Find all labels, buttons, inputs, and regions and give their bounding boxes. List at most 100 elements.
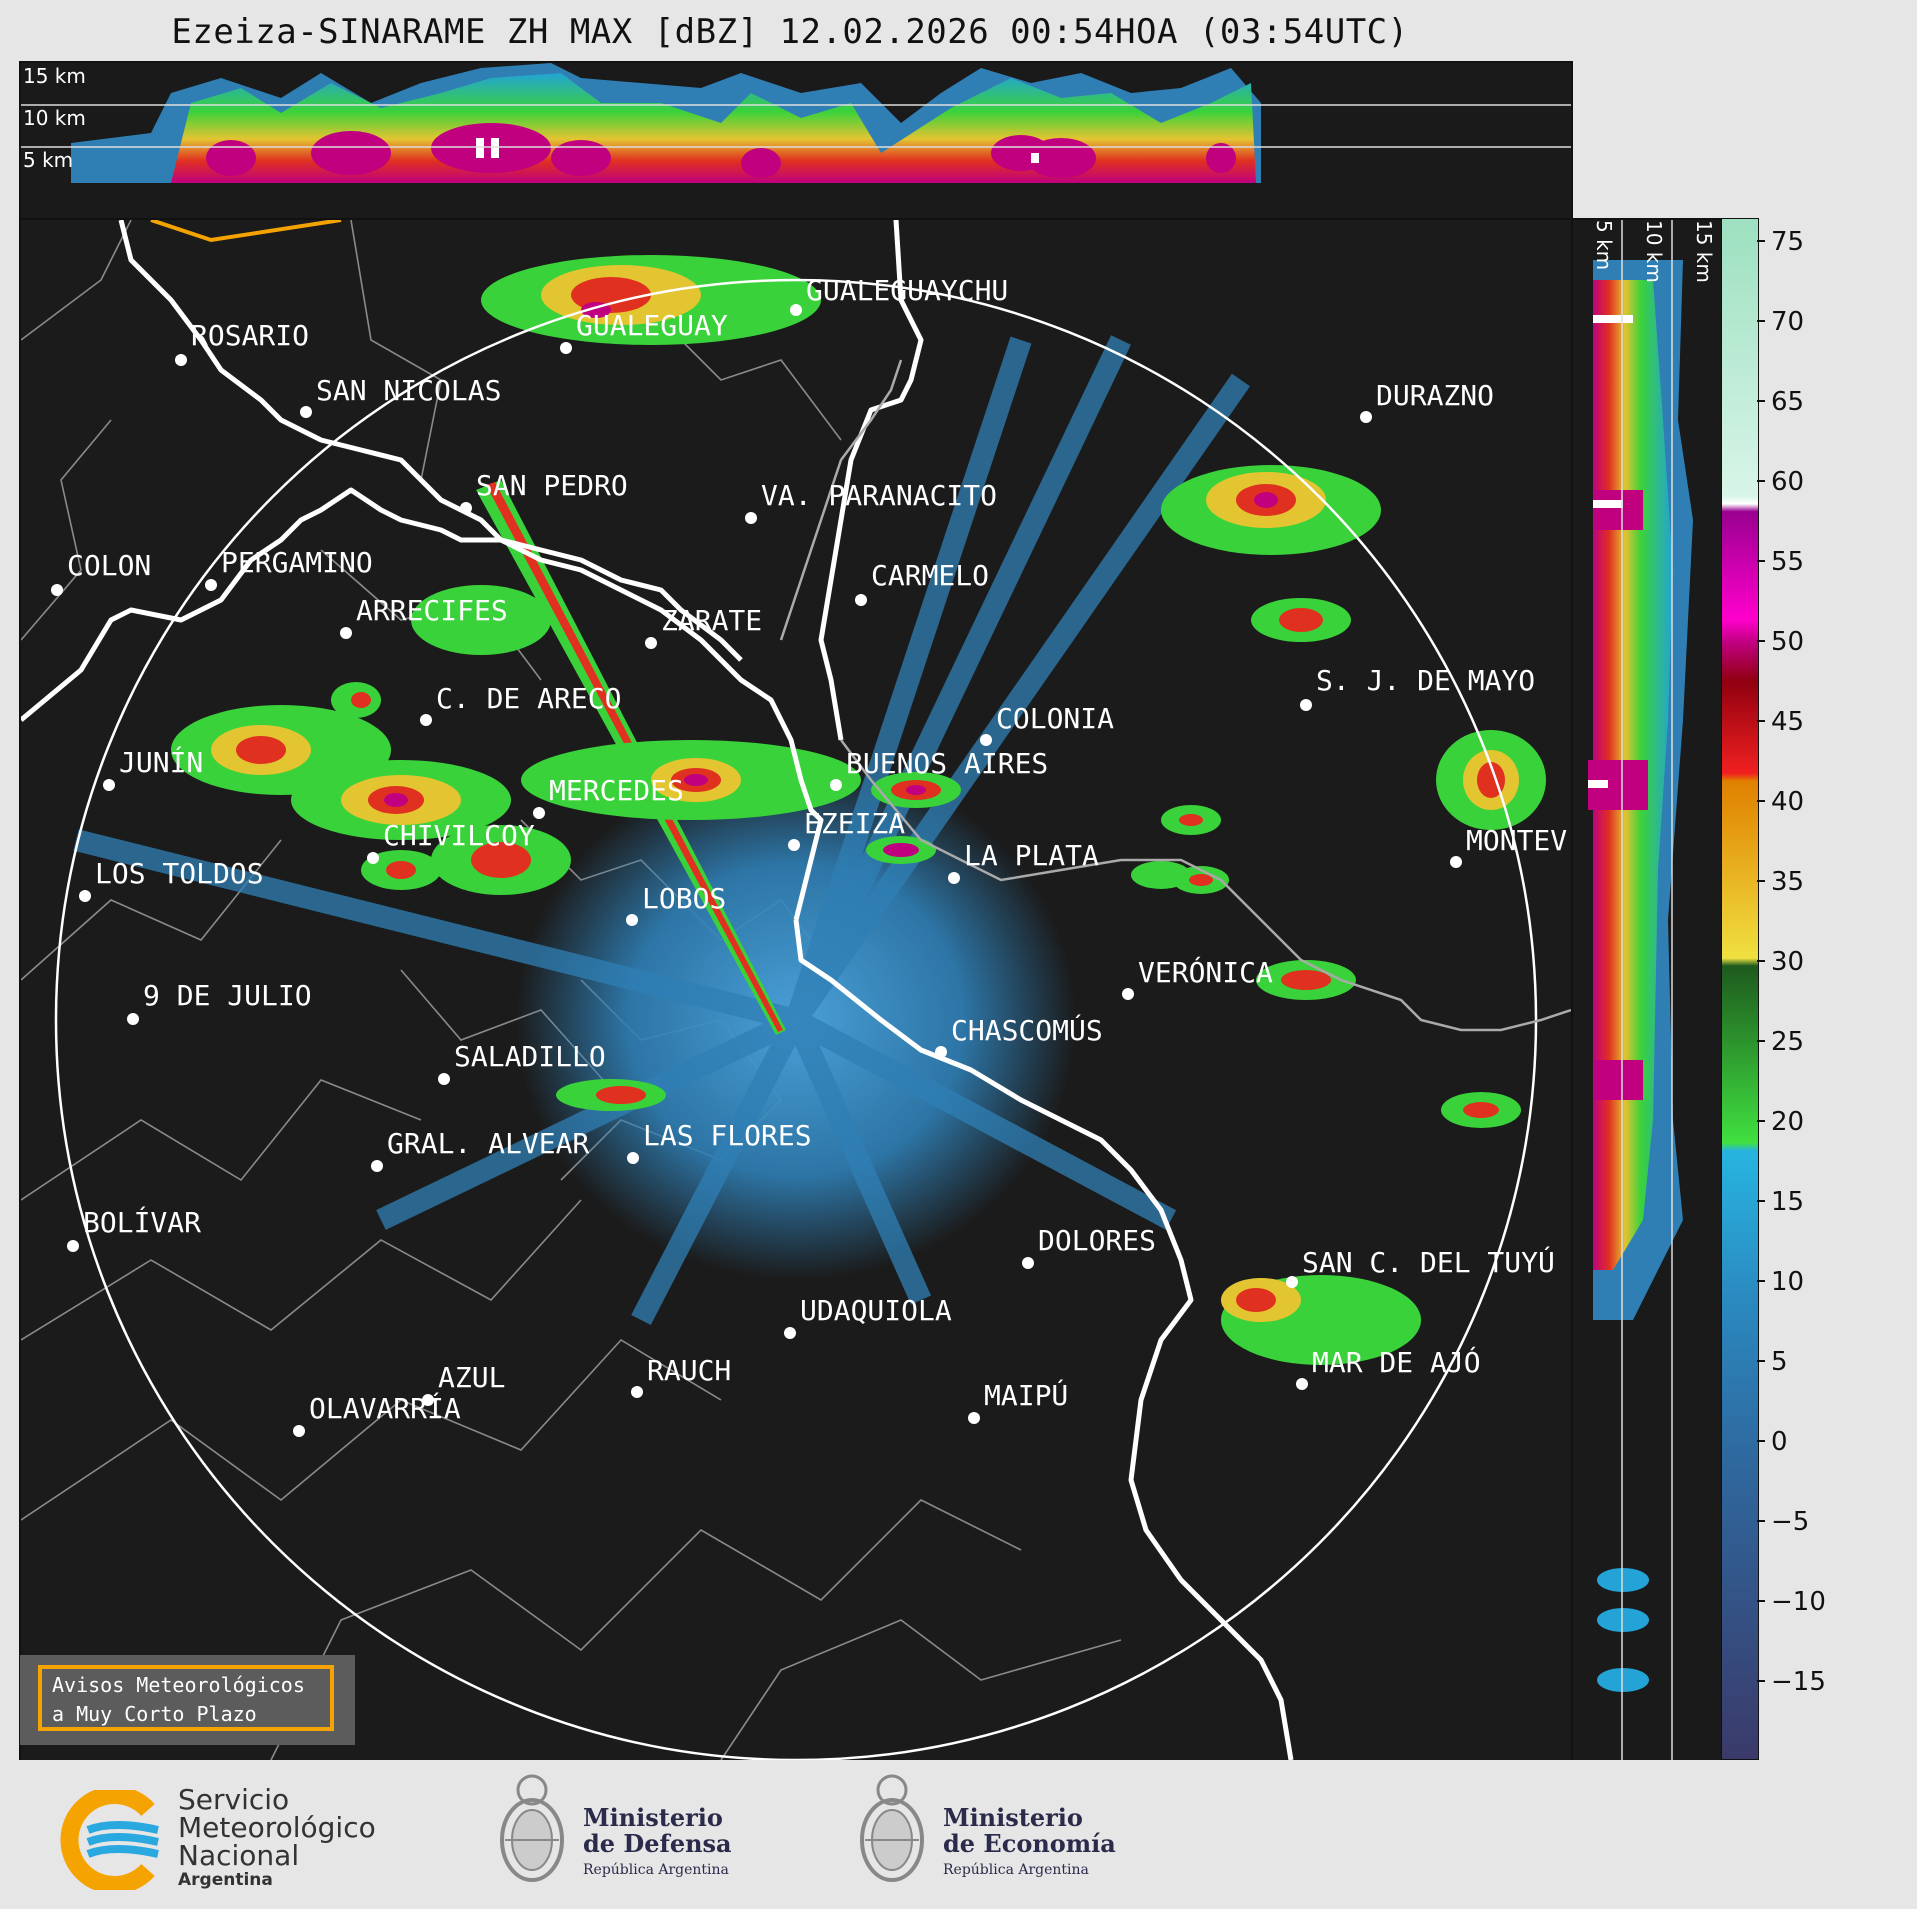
city-marker[interactable] <box>1360 411 1372 423</box>
city-marker[interactable] <box>460 502 472 514</box>
city-label: GUALEGUAY <box>576 309 728 342</box>
colorbar-tick-label: −5 <box>1771 1507 1809 1537</box>
defensa-line2: de Defensa <box>583 1829 732 1858</box>
city-marker[interactable] <box>788 839 800 851</box>
city-markers <box>51 304 1462 1437</box>
city-marker[interactable] <box>367 852 379 864</box>
city-marker[interactable] <box>79 890 91 902</box>
city-label: UDAQUIOLA <box>800 1294 952 1327</box>
city-label: RAUCH <box>647 1354 731 1387</box>
colorbar <box>1721 218 1759 1760</box>
city-marker[interactable] <box>968 1412 980 1424</box>
colorbar-tick-label: 0 <box>1771 1427 1788 1457</box>
city-marker[interactable] <box>626 914 638 926</box>
city-marker[interactable] <box>371 1160 383 1172</box>
river-outline <box>779 359 1571 1032</box>
defensa-line3: República Argentina <box>583 1862 729 1878</box>
avisos-box[interactable]: Avisos Meteorológicos a Muy Corto Plazo <box>20 1655 355 1745</box>
smn-line1: Servicio <box>178 1783 290 1816</box>
city-label: COLONIA <box>996 702 1114 735</box>
colorbar-tick-label: 45 <box>1771 707 1804 737</box>
city-label: SALADILLO <box>454 1040 606 1073</box>
city-marker[interactable] <box>980 734 992 746</box>
city-marker[interactable] <box>67 1240 79 1252</box>
colorbar-tick-label: −10 <box>1771 1587 1826 1617</box>
city-label: SAN C. DEL TUYÚ <box>1302 1245 1555 1279</box>
city-label: AZUL <box>438 1361 505 1394</box>
city-label: ARRECIFES <box>356 594 508 627</box>
city-marker[interactable] <box>790 304 802 316</box>
city-marker[interactable] <box>855 594 867 606</box>
top-label-15km: 15 km <box>23 64 86 88</box>
city-marker[interactable] <box>645 637 657 649</box>
city-marker[interactable] <box>935 1046 947 1058</box>
colorbar-tick-label: 35 <box>1771 867 1804 897</box>
radar-spokes <box>73 335 1251 1326</box>
city-marker[interactable] <box>560 342 572 354</box>
city-marker[interactable] <box>1286 1276 1298 1288</box>
city-marker[interactable] <box>631 1386 643 1398</box>
city-marker[interactable] <box>830 779 842 791</box>
city-marker[interactable] <box>784 1327 796 1339</box>
city-label: EZEIZA <box>804 807 905 840</box>
city-label: BUENOS AIRES <box>846 747 1048 780</box>
city-label: PERGAMINO <box>221 546 373 579</box>
city-label: CHIVILCOY <box>383 819 535 852</box>
city-label: JUNÍN <box>119 745 203 779</box>
smn-line4: Argentina <box>178 1870 273 1890</box>
radar-map[interactable]: ROSARIO GUALEGUAYCHU GUALEGUAY SAN NICOLAS D… <box>19 218 1573 1762</box>
city-label: DOLORES <box>1038 1224 1156 1257</box>
colorbar-tick-label: 10 <box>1771 1267 1804 1297</box>
storm-cells <box>171 255 1546 1365</box>
city-label: MERCEDES <box>549 774 684 807</box>
city-marker[interactable] <box>103 779 115 791</box>
city-label: GUALEGUAYCHU <box>806 274 1008 307</box>
colorbar-tick-label: 25 <box>1771 1027 1804 1057</box>
city-marker[interactable] <box>205 579 217 591</box>
city-label: LOS TOLDOS <box>95 857 264 890</box>
city-marker[interactable] <box>51 584 63 596</box>
city-marker[interactable] <box>1122 988 1134 1000</box>
avisos-line1: Avisos Meteorológicos <box>52 1673 305 1697</box>
city-marker[interactable] <box>1300 699 1312 711</box>
city-marker[interactable] <box>300 406 312 418</box>
side-label-10km: 10 km <box>1642 220 1666 283</box>
city-marker[interactable] <box>420 714 432 726</box>
city-marker[interactable] <box>340 627 352 639</box>
colorbar-tick-label: 30 <box>1771 947 1804 977</box>
city-marker[interactable] <box>1450 856 1462 868</box>
city-label: C. DE ARECO <box>436 682 621 715</box>
colorbar-tick-label: 40 <box>1771 787 1804 817</box>
colorbar-tick-label: −15 <box>1771 1667 1826 1697</box>
city-marker[interactable] <box>948 872 960 884</box>
avisos-frame[interactable]: Avisos Meteorológicos a Muy Corto Plazo <box>38 1665 334 1731</box>
city-label: S. J. DE MAYO <box>1316 664 1535 697</box>
defensa-line1: Ministerio <box>583 1803 723 1832</box>
city-label: COLON <box>67 549 151 582</box>
escudo-defensa-icon <box>500 1774 564 1882</box>
city-label: DURAZNO <box>1376 379 1494 412</box>
city-marker[interactable] <box>293 1425 305 1437</box>
city-label: GRAL. ALVEAR <box>387 1127 589 1160</box>
city-marker[interactable] <box>438 1073 450 1085</box>
city-marker[interactable] <box>745 512 757 524</box>
city-marker[interactable] <box>533 807 545 819</box>
side-label-15km: 15 km <box>1692 220 1716 283</box>
city-marker[interactable] <box>1296 1378 1308 1390</box>
city-marker[interactable] <box>627 1152 639 1164</box>
side-label-5km: 5 km <box>1592 220 1616 270</box>
city-marker[interactable] <box>175 354 187 366</box>
city-label: OLAVARRÍA <box>309 1391 461 1425</box>
city-marker[interactable] <box>127 1013 139 1025</box>
top-label-5km: 5 km <box>23 148 73 172</box>
colorbar-tick-label: 70 <box>1771 307 1804 337</box>
city-marker[interactable] <box>422 1394 434 1406</box>
colorbar-tick-label: 50 <box>1771 627 1804 657</box>
top-cross-section-panel: 15 km 10 km 5 km <box>19 61 1573 221</box>
avisos-line2: a Muy Corto Plazo <box>52 1702 257 1726</box>
side-cross-section-panel: 5 km 10 km 15 km <box>1571 218 1723 1762</box>
city-labels: ROSARIO GUALEGUAYCHU GUALEGUAY SAN NICOLAS D… <box>67 274 1567 1425</box>
escudo-economia-icon <box>860 1774 924 1882</box>
city-marker[interactable] <box>1022 1257 1034 1269</box>
